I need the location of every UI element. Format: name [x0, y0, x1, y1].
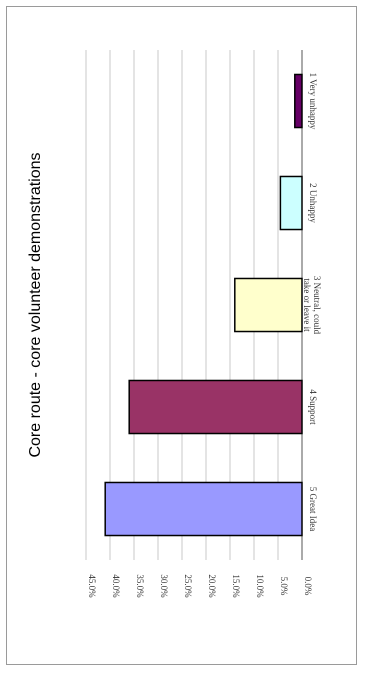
y-tick-label: 15.0%	[231, 574, 241, 598]
bar	[128, 379, 303, 435]
category-label: 2 Unhappy	[308, 183, 318, 223]
category-label: 5 Great Idea	[308, 487, 318, 531]
y-tick-label: 35.0%	[135, 574, 145, 598]
y-tick-label: 30.0%	[159, 574, 169, 598]
y-tick-label: 20.0%	[207, 574, 217, 598]
category-label: 1 Very unhappy	[308, 73, 318, 130]
bar	[279, 175, 303, 231]
y-tick-label: 45.0%	[87, 574, 97, 598]
y-tick-label: 40.0%	[111, 574, 121, 598]
category-label: 3 Neutral, couldtake or leave it	[302, 276, 322, 335]
category-label: 4 Support	[308, 389, 318, 425]
y-tick-label: 0.0%	[303, 577, 313, 596]
y-tick-label: 25.0%	[183, 574, 193, 598]
y-tick-label: 10.0%	[255, 574, 265, 598]
bar	[104, 481, 303, 537]
bar	[294, 73, 303, 129]
bar	[234, 277, 303, 333]
y-tick-label: 5.0%	[279, 577, 289, 596]
chart-title: Core route - core volunteer demonstratio…	[27, 152, 44, 457]
